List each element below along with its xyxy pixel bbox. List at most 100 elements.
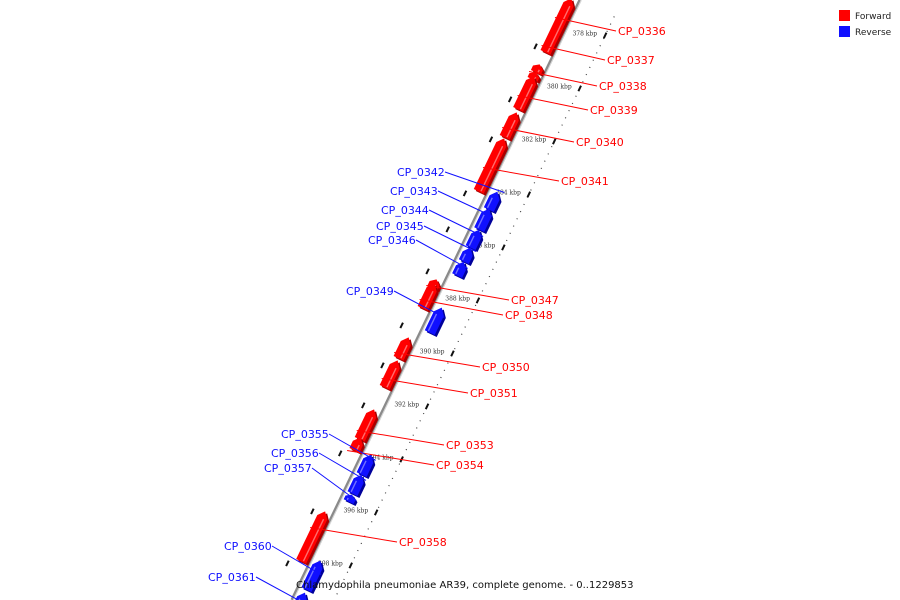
gene-cp-0345[interactable] (458, 247, 475, 267)
gene-label[interactable]: CP_0339 (590, 104, 638, 117)
gene-cp-0340[interactable] (499, 112, 521, 142)
gene-leader-line (428, 209, 484, 237)
gene-arrow (296, 511, 328, 564)
gene-labels: CP_0336 CP_0337 CP_0338 CP_0339 CP_0340 CP_03… (208, 17, 666, 600)
gene-label[interactable]: CP_0361 (208, 571, 256, 584)
gene-leader-line (271, 545, 322, 575)
backbone-line (290, 0, 582, 600)
gene-cp-0358[interactable] (296, 511, 330, 566)
gene-arrow-highlight (361, 416, 374, 440)
strand-tick (361, 402, 366, 409)
gene-cp-0344[interactable] (465, 229, 484, 253)
gene-leader-line (394, 352, 481, 368)
ruler-tick (602, 32, 608, 39)
genome-caption: Chlamydophila pneumoniae AR39, complete … (296, 580, 634, 591)
gene-label[interactable]: CP_0336 (618, 25, 666, 38)
gene-arrow-highlight (455, 267, 460, 275)
gene-label[interactable]: CP_0348 (505, 309, 553, 322)
gene-leader-line (318, 452, 367, 481)
gene-label[interactable]: CP_0337 (607, 54, 655, 67)
gene-arrow (354, 409, 377, 442)
gene-label[interactable]: CP_0342 (397, 166, 445, 179)
gene-cp-0343[interactable] (474, 208, 494, 235)
gene-arrow-highlight (477, 214, 485, 229)
strand-tick (380, 362, 385, 369)
gene-cp-0361[interactable] (292, 592, 309, 600)
gene-leader-line (419, 299, 504, 316)
strand-tick (425, 268, 430, 275)
gene-arrow (349, 437, 363, 453)
gene-arrow-highlight (427, 313, 438, 332)
gene-cp-0351[interactable] (379, 360, 402, 392)
gene-label[interactable]: CP_0341 (561, 175, 609, 188)
legend-reverse-swatch (839, 26, 850, 37)
gene-features (292, 0, 576, 600)
gene-arrow (473, 138, 507, 194)
ruler-tick (450, 350, 455, 357)
ruler-tick (373, 509, 379, 516)
gene-arrow-highlight (519, 83, 534, 110)
gene-cp-0350[interactable] (393, 337, 413, 363)
gene-arrow-highlight (468, 235, 475, 247)
ruler-dotted-line (333, 16, 615, 600)
gene-arrow (513, 76, 537, 112)
ruler-tick-label: 388 kbp (445, 295, 470, 302)
gene-label[interactable]: CP_0351 (470, 387, 518, 400)
ruler-tick (424, 403, 430, 410)
gene-cp-0355[interactable] (356, 454, 376, 480)
strand-tick (445, 226, 450, 233)
gene-label[interactable]: CP_0355 (281, 428, 329, 441)
ruler-tick (577, 85, 582, 92)
gene-label[interactable]: CP_0345 (376, 220, 424, 233)
gene-cp-0349[interactable] (424, 307, 446, 338)
gene-leader-line (310, 527, 398, 543)
gene-label[interactable]: CP_0356 (271, 447, 319, 460)
gene-label[interactable]: CP_0346 (368, 234, 416, 247)
gene-arrow-highlight (547, 5, 571, 53)
gene-label[interactable]: CP_0350 (482, 361, 530, 374)
gene-label[interactable]: CP_0357 (264, 462, 312, 475)
gene-cp-0354[interactable] (349, 437, 365, 455)
gene-leader-line (426, 285, 510, 301)
legend: Forward Reverse (839, 10, 892, 38)
ruler-tick-label: 384 kbp (496, 189, 521, 196)
gene-label[interactable]: CP_0338 (599, 80, 647, 93)
gene-cp-0336[interactable] (540, 0, 576, 57)
gene-label[interactable]: CP_0354 (436, 459, 484, 472)
gene-label[interactable]: CP_0353 (446, 439, 494, 452)
gene-cp-0339[interactable] (513, 76, 539, 114)
strand-tick (338, 450, 343, 457)
gene-label[interactable]: CP_0340 (576, 136, 624, 149)
gene-arrow-highlight (350, 480, 358, 493)
ruler-tick-label: 396 kbp (343, 507, 368, 514)
gene-label[interactable]: CP_0344 (381, 204, 429, 217)
gene-label[interactable]: CP_0347 (511, 294, 559, 307)
ruler-tick (501, 244, 506, 251)
ruler-tick-label: 394 kbp (369, 454, 394, 461)
gene-arrow (295, 592, 307, 600)
gene-label[interactable]: CP_0360 (224, 540, 272, 553)
legend-reverse-label: Reverse (855, 28, 892, 38)
gene-leader-line (437, 190, 493, 217)
gene-label[interactable]: CP_0349 (346, 285, 394, 298)
gene-cp-0342[interactable] (483, 191, 502, 215)
gene-leader-line (311, 467, 357, 501)
gene-leader-line (381, 378, 469, 394)
gene-cp-0356[interactable] (347, 474, 366, 499)
gene-leader-line (541, 45, 606, 61)
gene-cp-0353[interactable] (354, 409, 379, 444)
ruler-tick (552, 138, 557, 145)
gene-arrow (458, 247, 473, 265)
strand-tick (399, 322, 404, 329)
gene-label[interactable]: CP_0358 (399, 536, 447, 549)
ruler-tick-label: 380 kbp (547, 83, 572, 90)
strand-tick (310, 508, 315, 515)
gene-leader-line (554, 17, 617, 32)
gene-arrow-highlight (424, 290, 434, 309)
genome-backbone (290, 0, 582, 600)
gene-arrow-highlight (506, 119, 516, 138)
gene-cp-0348[interactable] (417, 283, 439, 313)
gene-arrow (530, 64, 543, 75)
gene-label[interactable]: CP_0343 (390, 185, 438, 198)
gene-arrow-highlight (386, 367, 397, 388)
